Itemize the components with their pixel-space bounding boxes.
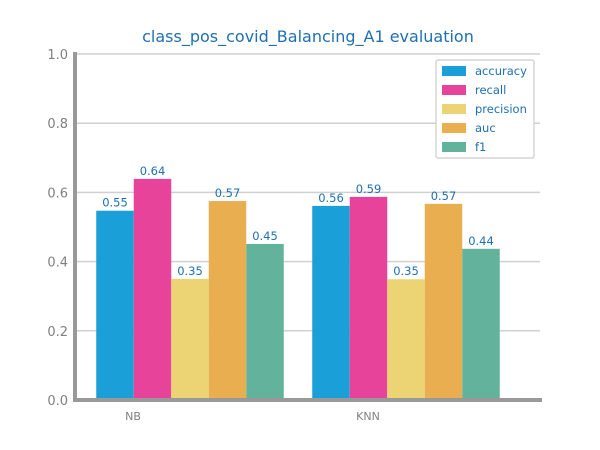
- legend-swatch-precision: [442, 104, 466, 114]
- x-tick-label: KNN: [356, 410, 380, 423]
- value-labels: 0.55 0.64 0.35 0.57 0.45 0.56 0.59 0.35 0.57 0.44: [102, 164, 494, 278]
- value-label: 0.64: [140, 164, 166, 178]
- bar-auc-knn: [424, 203, 463, 400]
- value-label: 0.35: [177, 264, 203, 278]
- legend-label-precision: precision: [475, 102, 527, 116]
- value-label: 0.57: [431, 189, 457, 203]
- y-tick-label: 1.0: [47, 48, 68, 63]
- bars: [96, 178, 500, 400]
- bar-accuracy-knn: [312, 205, 350, 400]
- legend-label-recall: recall: [475, 83, 506, 97]
- y-tick-label: 0.4: [47, 256, 68, 271]
- y-tick-label: 0.6: [47, 186, 68, 201]
- legend-swatch-f1: [442, 142, 466, 152]
- bar-precision-knn: [387, 279, 425, 400]
- value-label: 0.55: [102, 196, 128, 210]
- bar-precision-nb: [171, 278, 209, 400]
- legend-label-f1: f1: [475, 140, 486, 154]
- value-label: 0.56: [318, 191, 344, 205]
- bar-accuracy-nb: [96, 210, 134, 400]
- y-tick-label: 0.0: [47, 394, 68, 409]
- value-label: 0.35: [393, 264, 419, 278]
- legend-swatch-auc: [442, 123, 466, 133]
- bar-recall-knn: [349, 196, 388, 400]
- y-tick-labels: 0.0 0.2 0.4 0.6 0.8 1.0: [47, 48, 68, 409]
- value-label: 0.44: [468, 234, 494, 248]
- legend-label-accuracy: accuracy: [475, 64, 527, 78]
- value-label: 0.45: [252, 229, 278, 243]
- legend-swatch-recall: [442, 85, 466, 95]
- legend: accuracy recall precision auc f1: [435, 59, 535, 159]
- value-label: 0.57: [215, 186, 241, 200]
- legend-label-auc: auc: [475, 121, 496, 135]
- bar-f1-knn: [462, 248, 500, 400]
- bar-auc-nb: [208, 201, 247, 400]
- value-label: 0.59: [356, 182, 382, 196]
- legend-box: [435, 59, 535, 159]
- chart-title: class_pos_covid_Balancing_A1 evaluation: [142, 27, 474, 47]
- y-tick-label: 0.2: [47, 325, 68, 340]
- x-tick-labels: NB KNN: [125, 410, 380, 423]
- x-tick-label: NB: [125, 410, 141, 423]
- y-tick-label: 0.8: [47, 117, 68, 132]
- legend-swatch-accuracy: [442, 66, 466, 76]
- bar-f1-nb: [246, 243, 284, 400]
- bar-recall-nb: [133, 178, 172, 400]
- axes: [73, 52, 542, 402]
